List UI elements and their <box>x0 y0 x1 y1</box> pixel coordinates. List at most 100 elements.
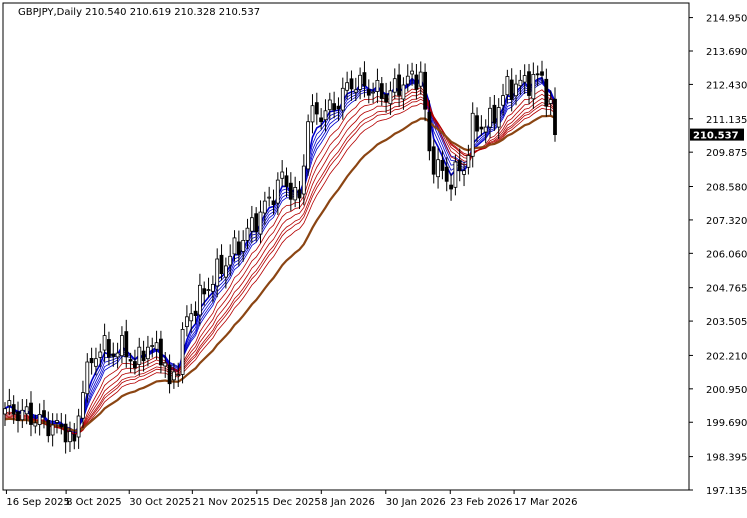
ma-line <box>4 89 556 435</box>
candle-body <box>544 78 549 107</box>
candle-body <box>431 146 436 175</box>
candle-body <box>141 350 146 362</box>
y-tick-label: 211.135 <box>706 115 747 126</box>
y-tick-label: 207.320 <box>706 216 747 227</box>
candle-body <box>509 79 514 100</box>
candle-body <box>531 74 536 100</box>
candle-body <box>379 83 384 99</box>
y-tick-label: 203.505 <box>706 317 747 328</box>
candle-body <box>111 353 116 357</box>
candle-body <box>336 105 341 110</box>
candle-body <box>107 339 111 358</box>
candle-body <box>483 126 488 133</box>
candle-body <box>68 431 72 443</box>
x-tick-label: 30 Oct 2025 <box>129 497 191 508</box>
candle-body <box>410 70 415 75</box>
candle-body <box>449 184 454 190</box>
candle-body <box>319 117 324 123</box>
candle-body <box>470 112 475 157</box>
ma-line <box>4 102 556 435</box>
candle-body <box>462 170 467 175</box>
chart-title: GBPJPY,Daily 210.540 210.619 210.328 210… <box>18 7 260 18</box>
candle-body <box>392 78 397 93</box>
candle-body <box>492 104 497 124</box>
candle-body <box>137 346 142 365</box>
candle-body <box>158 338 163 366</box>
candle-body <box>518 79 523 87</box>
candle-body <box>332 103 337 111</box>
ma-line <box>4 79 556 434</box>
candle-body <box>314 102 319 115</box>
x-tick-label: 15 Dec 2025 <box>257 497 321 508</box>
candle-body <box>522 75 527 83</box>
candle-body <box>124 331 129 358</box>
candle-body <box>505 76 510 96</box>
price-tag-label: 210.537 <box>693 131 739 142</box>
candle-body <box>193 310 198 317</box>
candle-body <box>11 404 16 415</box>
x-tick-label: 8 Jan 2026 <box>321 497 375 508</box>
candle-body <box>180 328 185 375</box>
candle-body <box>76 415 81 438</box>
candle-body <box>345 82 350 91</box>
candle-body <box>388 90 393 105</box>
candle-body <box>42 410 46 418</box>
candle-body <box>210 283 215 292</box>
candle-body <box>94 358 98 367</box>
y-tick-label: 199.690 <box>706 418 747 429</box>
candle-body <box>33 422 38 427</box>
candle-body <box>85 361 90 395</box>
candle-body <box>496 107 501 128</box>
candle-body <box>475 115 479 132</box>
candle-body <box>375 80 380 92</box>
candle-body <box>245 227 250 241</box>
ma-line <box>4 86 556 435</box>
candle-body <box>215 258 220 287</box>
candle-body <box>340 87 345 111</box>
candle-body <box>63 423 68 443</box>
candle-body <box>548 99 553 104</box>
candle-body <box>228 255 233 266</box>
candle-body <box>29 402 33 425</box>
candle-body <box>258 211 263 235</box>
candle-body <box>145 346 150 360</box>
candle-body <box>401 84 406 100</box>
candle-body <box>488 107 492 128</box>
candle-body <box>176 374 181 377</box>
candle-body <box>371 91 376 94</box>
candle-body <box>102 335 107 351</box>
price-tag-background <box>690 128 744 141</box>
y-tick-label: 204.765 <box>706 284 747 295</box>
candle-body <box>150 345 155 347</box>
y-tick-label: 198.395 <box>706 453 747 464</box>
y-tick-label: 213.690 <box>706 47 747 58</box>
candle-body <box>288 182 293 200</box>
x-tick-label: 30 Jan 2026 <box>386 497 446 508</box>
candle-body <box>120 335 124 357</box>
candle-body <box>501 95 505 106</box>
candle-body <box>418 71 423 87</box>
candle-body <box>89 357 94 364</box>
plot-frame <box>2 2 690 491</box>
candle-body <box>167 364 172 385</box>
candle-body <box>171 371 176 381</box>
candle-body <box>353 89 358 93</box>
candle-body <box>327 99 332 111</box>
y-tick-label: 202.210 <box>706 351 747 362</box>
candle-body <box>16 411 20 421</box>
candle-body <box>280 171 285 179</box>
candle-body <box>397 74 402 96</box>
ma-line <box>4 98 556 435</box>
candle-body <box>310 105 315 123</box>
x-tick-label: 8 Oct 2025 <box>66 497 121 508</box>
candle-body <box>219 254 224 275</box>
y-tick-label: 212.430 <box>706 80 747 91</box>
candle-body <box>301 165 306 195</box>
candle-body <box>479 126 484 130</box>
candle-body <box>444 166 449 182</box>
candle-body <box>46 419 51 437</box>
